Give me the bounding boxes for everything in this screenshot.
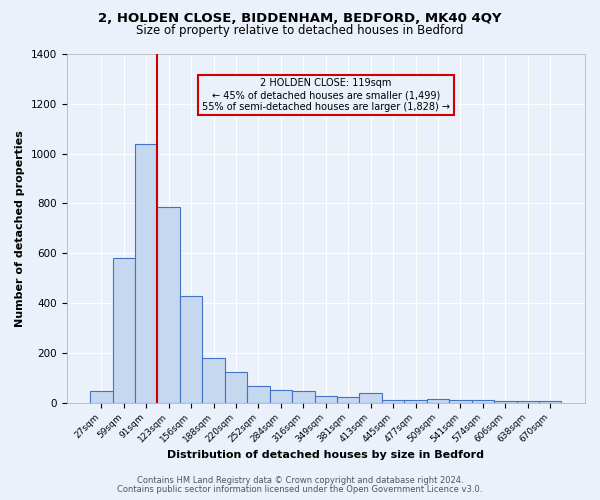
X-axis label: Distribution of detached houses by size in Bedford: Distribution of detached houses by size … xyxy=(167,450,484,460)
Bar xyxy=(247,386,269,402)
Bar xyxy=(202,358,225,403)
Bar xyxy=(269,390,292,402)
Text: 2 HOLDEN CLOSE: 119sqm
← 45% of detached houses are smaller (1,499)
55% of semi-: 2 HOLDEN CLOSE: 119sqm ← 45% of detached… xyxy=(202,78,450,112)
Bar xyxy=(90,392,113,402)
Text: Contains public sector information licensed under the Open Government Licence v3: Contains public sector information licen… xyxy=(118,484,482,494)
Bar xyxy=(135,144,157,402)
Bar xyxy=(113,258,135,402)
Bar xyxy=(382,400,404,402)
Bar xyxy=(539,400,562,402)
Text: 2, HOLDEN CLOSE, BIDDENHAM, BEDFORD, MK40 4QY: 2, HOLDEN CLOSE, BIDDENHAM, BEDFORD, MK4… xyxy=(98,12,502,26)
Bar xyxy=(225,372,247,402)
Bar xyxy=(292,392,314,402)
Bar xyxy=(314,396,337,402)
Text: Contains HM Land Registry data © Crown copyright and database right 2024.: Contains HM Land Registry data © Crown c… xyxy=(137,476,463,485)
Bar xyxy=(404,400,427,402)
Y-axis label: Number of detached properties: Number of detached properties xyxy=(15,130,25,326)
Bar xyxy=(427,400,449,402)
Text: Size of property relative to detached houses in Bedford: Size of property relative to detached ho… xyxy=(136,24,464,37)
Bar xyxy=(449,400,472,402)
Bar xyxy=(337,397,359,402)
Bar xyxy=(359,392,382,402)
Bar xyxy=(472,400,494,402)
Bar xyxy=(180,296,202,403)
Bar xyxy=(157,207,180,402)
